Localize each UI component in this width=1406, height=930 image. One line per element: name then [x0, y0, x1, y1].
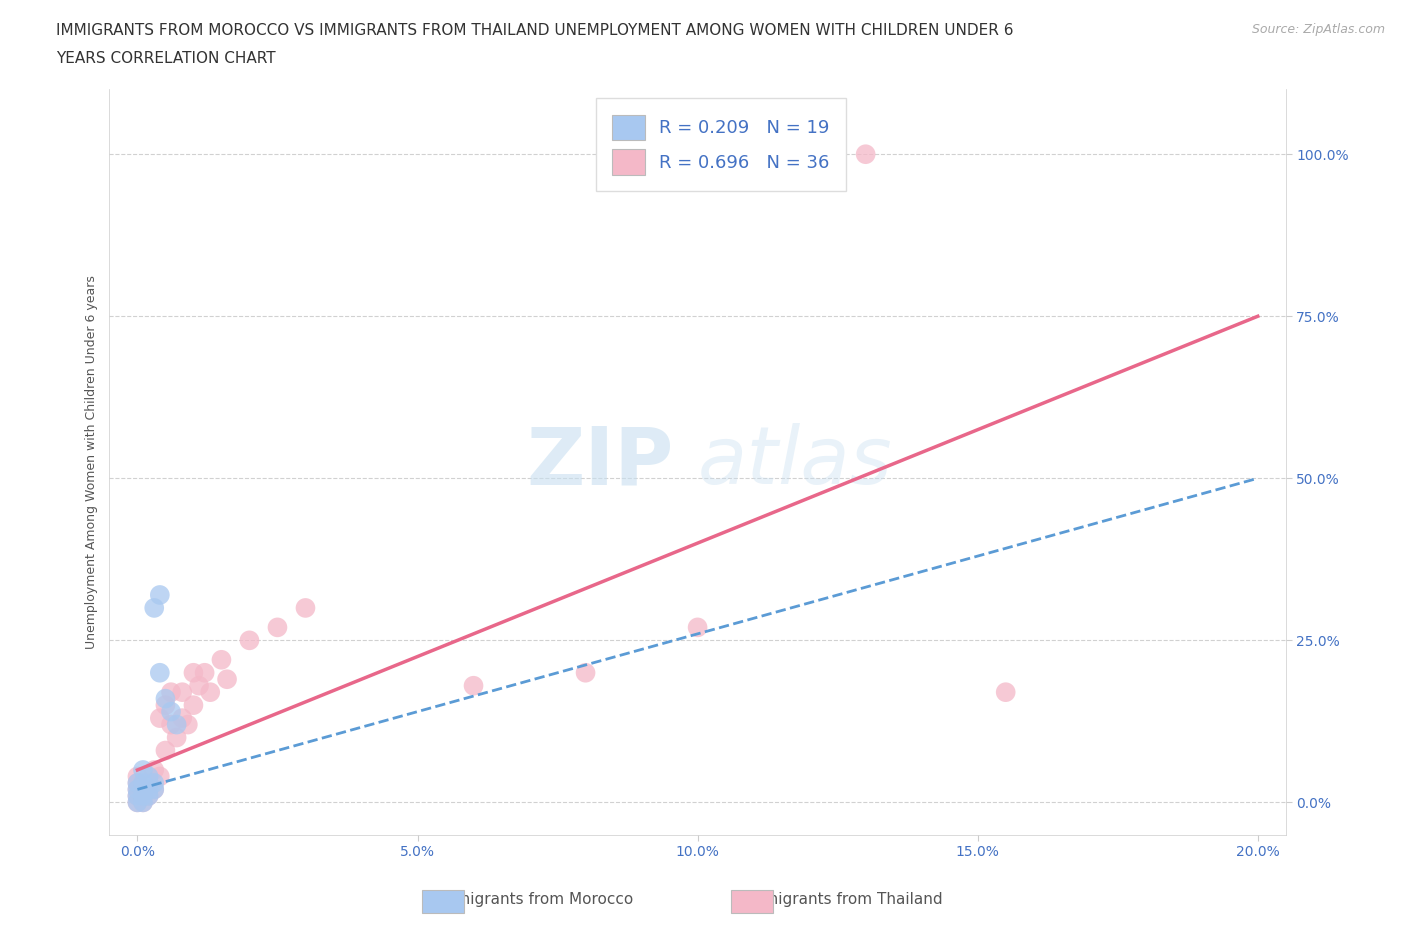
Point: [143, 763, 166, 777]
Text: Source: ZipAtlas.com: Source: ZipAtlas.com: [1251, 23, 1385, 36]
Point: [294, 601, 316, 616]
Point: [132, 763, 155, 777]
Point: [172, 711, 194, 725]
Point: [127, 782, 149, 797]
Point: [138, 789, 160, 804]
Point: [574, 665, 596, 680]
Point: [160, 717, 183, 732]
Point: [138, 776, 160, 790]
Point: [172, 684, 194, 699]
Point: [155, 698, 177, 712]
Point: [127, 776, 149, 790]
Point: [132, 795, 155, 810]
Point: [127, 789, 149, 804]
Point: [686, 620, 709, 635]
Point: [138, 769, 160, 784]
Point: [143, 782, 166, 797]
Point: [127, 776, 149, 790]
Legend: R = 0.209   N = 19, R = 0.696   N = 36: R = 0.209 N = 19, R = 0.696 N = 36: [596, 99, 846, 191]
Point: [149, 665, 172, 680]
Point: [132, 776, 155, 790]
Point: [194, 665, 217, 680]
Point: [463, 678, 485, 693]
Point: [127, 789, 149, 804]
Point: [188, 678, 211, 693]
Text: ZIP: ZIP: [527, 423, 673, 501]
Point: [166, 730, 188, 745]
Point: [177, 717, 200, 732]
Point: [127, 769, 149, 784]
Point: [160, 704, 183, 719]
Point: [149, 588, 172, 603]
Point: [183, 698, 205, 712]
Point: [166, 717, 188, 732]
Text: atlas: atlas: [697, 423, 893, 501]
Point: [149, 769, 172, 784]
Point: [132, 782, 155, 797]
Point: [160, 684, 183, 699]
Point: [143, 601, 166, 616]
Point: [200, 684, 222, 699]
Point: [211, 652, 233, 667]
Text: IMMIGRANTS FROM MOROCCO VS IMMIGRANTS FROM THAILAND UNEMPLOYMENT AMONG WOMEN WIT: IMMIGRANTS FROM MOROCCO VS IMMIGRANTS FR…: [56, 23, 1014, 38]
Point: [183, 665, 205, 680]
Point: [132, 795, 155, 810]
Point: [155, 691, 177, 706]
Point: [138, 782, 160, 797]
Point: [855, 147, 877, 162]
Point: [143, 782, 166, 797]
Point: [238, 633, 260, 648]
Point: [994, 684, 1017, 699]
Point: [127, 795, 149, 810]
Text: Immigrants from Morocco: Immigrants from Morocco: [436, 892, 633, 907]
Text: Immigrants from Thailand: Immigrants from Thailand: [744, 892, 943, 907]
Text: YEARS CORRELATION CHART: YEARS CORRELATION CHART: [56, 51, 276, 66]
Point: [266, 620, 288, 635]
Point: [215, 671, 238, 686]
Point: [138, 789, 160, 804]
Point: [143, 776, 166, 790]
Point: [127, 795, 149, 810]
Y-axis label: Unemployment Among Women with Children Under 6 years: Unemployment Among Women with Children U…: [86, 275, 98, 649]
Point: [155, 743, 177, 758]
Point: [127, 782, 149, 797]
Point: [149, 711, 172, 725]
Point: [132, 789, 155, 804]
